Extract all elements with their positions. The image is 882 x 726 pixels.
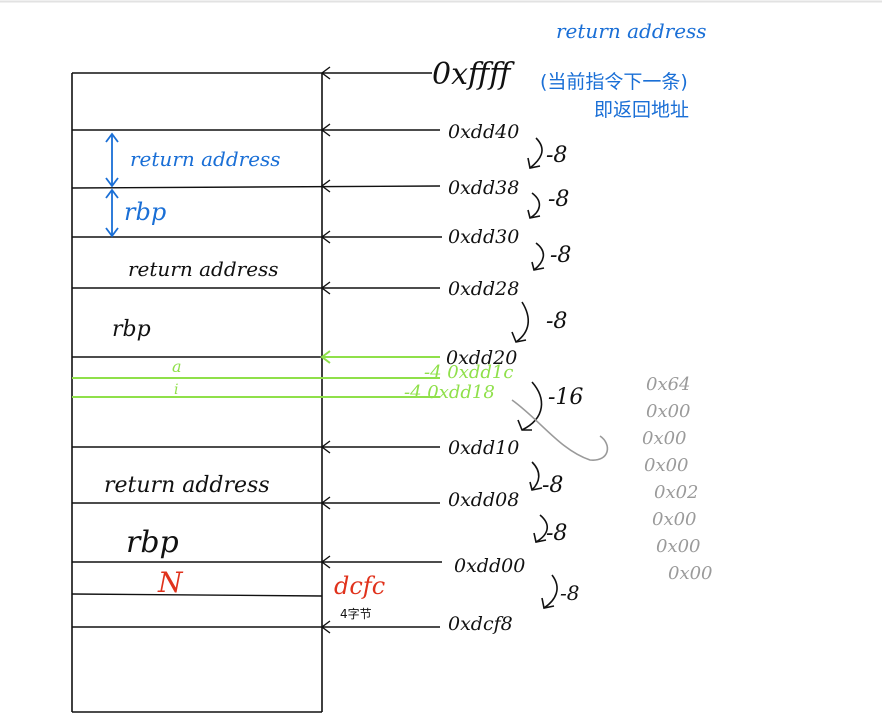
blue-span-arrows — [105, 132, 119, 238]
cell-rbp-3: rbp — [126, 525, 179, 560]
address-dcf8: 0xdcf8 — [448, 613, 513, 635]
green-rows — [72, 350, 440, 398]
cell-return-address-blue: return address — [130, 147, 281, 171]
header-note-line3: 即返回地址 — [594, 99, 689, 121]
byte-dump: 0x64 0x00 0x00 0x00 0x02 0x00 0x00 0x00 — [642, 374, 713, 584]
address-dd30: 0xdd30 — [448, 226, 519, 248]
offset-4: -8 — [546, 309, 567, 334]
note-dcfc: dcfc — [334, 572, 385, 600]
byte-dump-item: 0x64 — [646, 374, 691, 395]
address-dd28: 0xdd28 — [448, 278, 519, 300]
cell-n: N — [157, 566, 184, 599]
stack-rows — [71, 72, 442, 628]
stack-frame — [71, 72, 323, 713]
offset-7: -8 — [546, 521, 567, 546]
header-note-line1: return address — [556, 19, 707, 43]
address-dd20: 0xdd20 — [446, 347, 517, 369]
cell-return-address-2: return address — [128, 257, 279, 281]
offset-2: -8 — [548, 187, 569, 212]
gray-link-curve — [511, 399, 609, 461]
byte-dump-item: 0x00 — [656, 536, 701, 557]
note-4-bytes: 4字节 — [340, 606, 372, 621]
address-dd38: 0xdd38 — [448, 177, 519, 199]
offset-6: -8 — [542, 473, 563, 498]
byte-dump-item: 0x00 — [652, 509, 697, 530]
address-dd18: -4 0xdd18 — [404, 382, 495, 403]
cell-return-address-3: return address — [104, 473, 270, 498]
offset-5: -16 — [548, 385, 583, 410]
header-note-line2: (当前指令下一条) — [540, 71, 688, 93]
cell-rbp-2: rbp — [112, 317, 151, 342]
byte-dump-item: 0x02 — [654, 482, 699, 503]
byte-dump-item: 0x00 — [642, 428, 687, 449]
offset-1: -8 — [546, 143, 567, 168]
address-top: 0xffff — [432, 57, 515, 92]
address-dd1c: -4 0xdd1c — [424, 362, 513, 383]
cell-rbp-blue: rbp — [124, 198, 166, 226]
byte-dump-item: 0x00 — [646, 401, 691, 422]
cell-a: a — [172, 357, 182, 376]
address-dd08: 0xdd08 — [448, 489, 519, 511]
offset-8: -8 — [560, 581, 579, 605]
address-dd00: 0xdd00 — [454, 555, 525, 577]
cell-i: i — [174, 382, 178, 398]
address-dd40: 0xdd40 — [448, 121, 519, 143]
address-dd10: 0xdd10 — [448, 437, 519, 459]
offset-curves — [511, 137, 558, 609]
byte-dump-item: 0x00 — [668, 563, 713, 584]
row-pointer-arrows — [320, 66, 331, 634]
byte-dump-item: 0x00 — [644, 455, 689, 476]
offset-3: -8 — [550, 243, 571, 268]
